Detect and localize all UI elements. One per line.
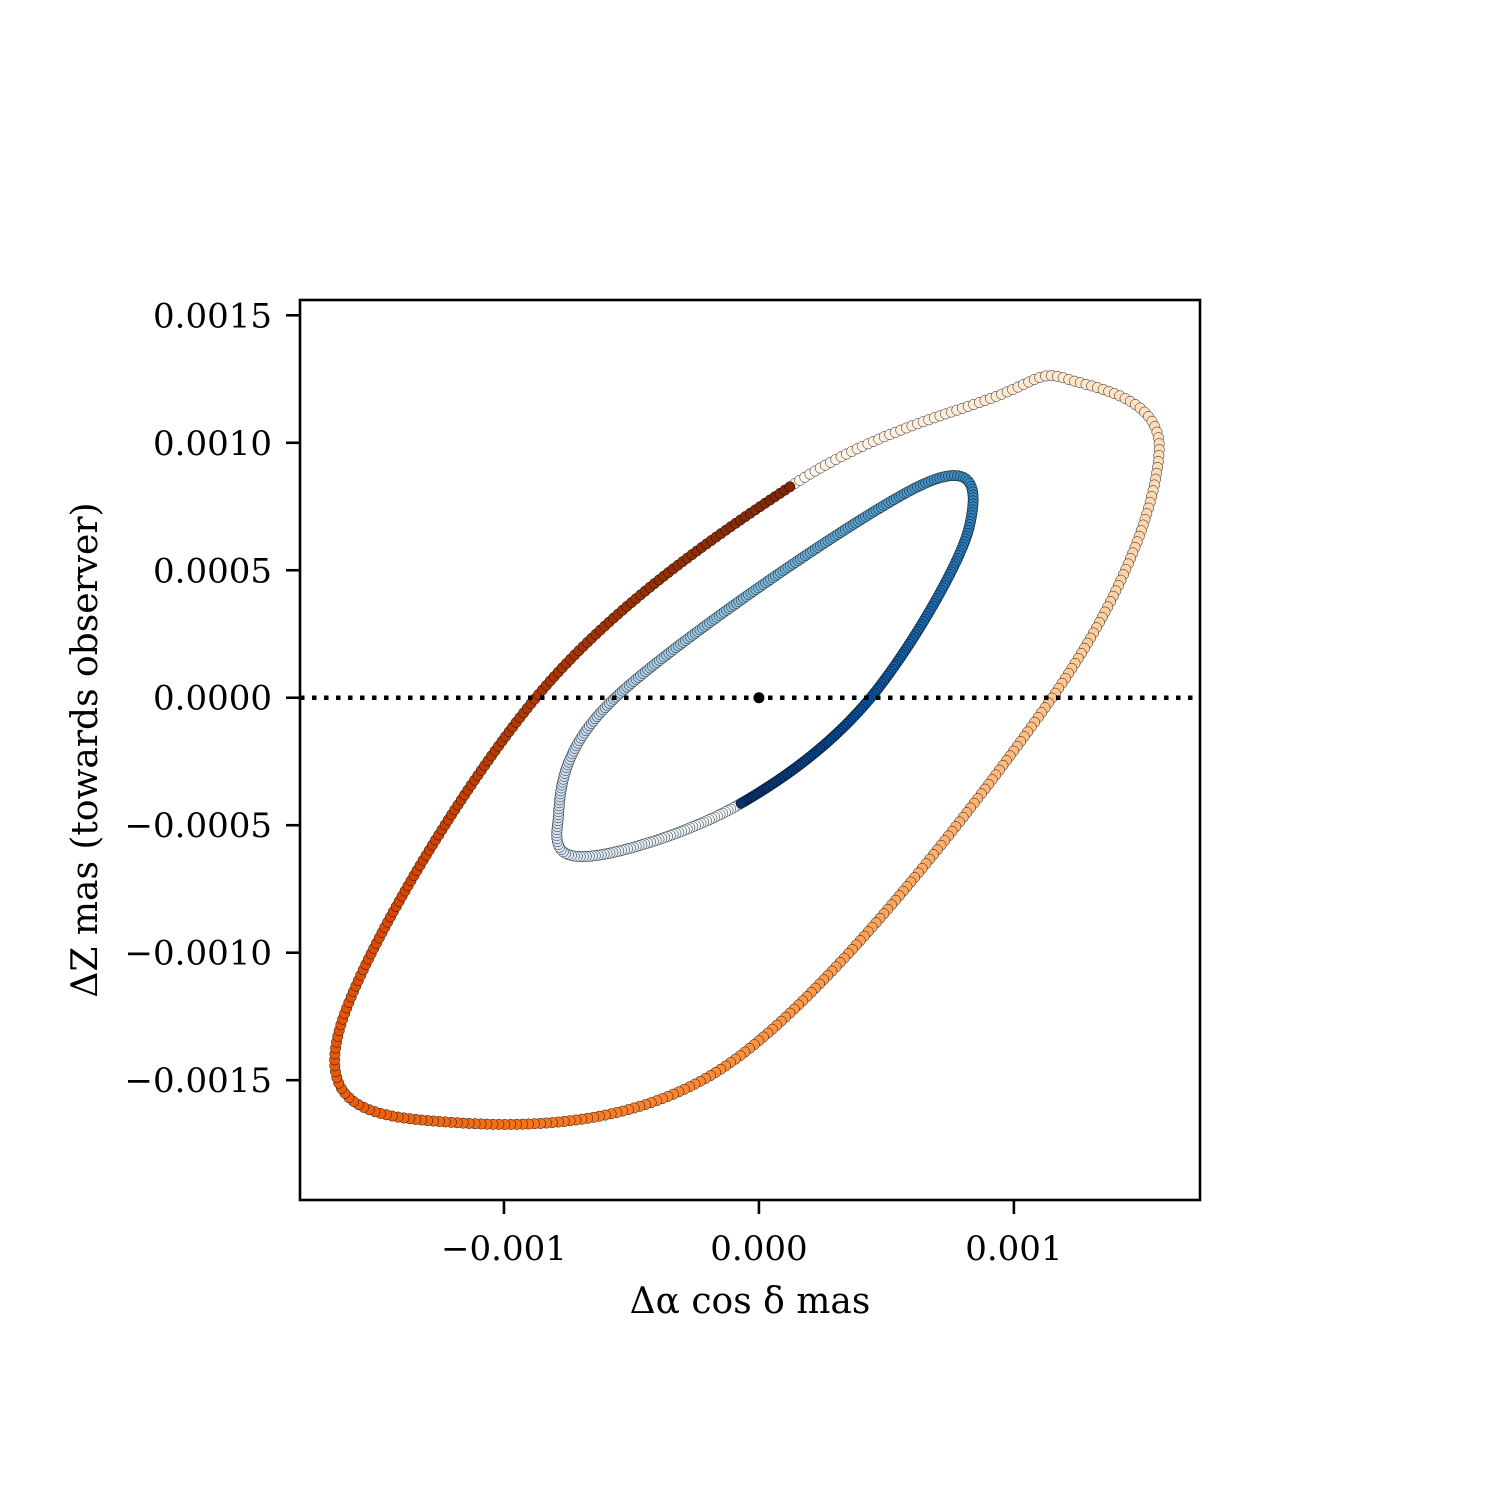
y-tick-label: 0.0000 bbox=[153, 679, 272, 719]
y-axis-label: ΔZ mas (towards observer) bbox=[65, 502, 106, 997]
x-tick-label: 0.000 bbox=[710, 1229, 807, 1269]
y-axis-ticks: −0.0015 −0.0010 −0.0005 0.0000 0.0005 0.0010 0… bbox=[125, 296, 300, 1101]
y-tick-label: −0.0005 bbox=[125, 806, 272, 846]
y-tick-label: 0.0005 bbox=[153, 551, 272, 591]
center-marker bbox=[753, 692, 765, 704]
plot-area bbox=[300, 370, 1200, 1130]
orbit-point bbox=[735, 797, 747, 809]
x-axis-ticks: −0.001 0.000 0.001 bbox=[441, 1200, 1063, 1269]
x-tick-label: 0.001 bbox=[965, 1229, 1062, 1269]
axes-frame bbox=[298, 298, 1202, 1202]
x-tick-label: −0.001 bbox=[441, 1229, 567, 1269]
orbit-point bbox=[784, 481, 796, 493]
y-tick-label: 0.0010 bbox=[153, 424, 272, 464]
inner-orbit-series bbox=[551, 470, 979, 862]
y-tick-label: 0.0015 bbox=[153, 296, 272, 336]
y-tick-label: −0.0010 bbox=[125, 934, 272, 974]
x-axis-label: Δα cos δ mas bbox=[630, 1281, 871, 1322]
outer-orbit-series bbox=[329, 370, 1165, 1130]
y-tick-label: −0.0015 bbox=[125, 1061, 272, 1101]
